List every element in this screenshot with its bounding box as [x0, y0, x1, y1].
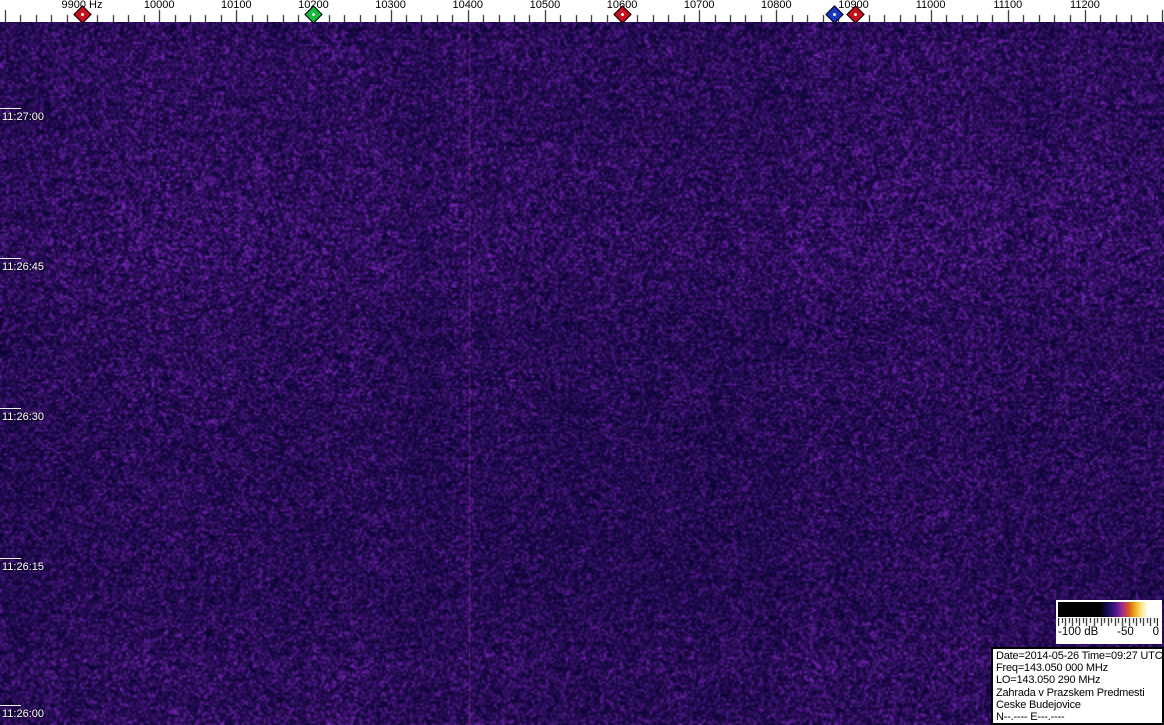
legend-max-label: 0 — [1153, 626, 1159, 639]
amplitude-gradient-bar — [1058, 602, 1159, 617]
time-label-11-27-00: 11:27:00 — [0, 108, 44, 123]
frequency-ruler[interactable]: 9900 Hz100001010010200103001040010500106… — [0, 0, 1164, 22]
time-label-11-26-00: 11:26:00 — [0, 705, 44, 720]
time-tick — [0, 705, 21, 706]
time-tick — [0, 258, 21, 259]
marker-center-dot — [853, 12, 857, 16]
time-label-text: 11:26:15 — [2, 561, 44, 573]
info-station-city: Ceske Budejovice — [996, 699, 1162, 711]
time-tick — [0, 408, 21, 409]
ruler-label-11000: 11000 — [916, 0, 946, 11]
frequency-ruler-ticks — [0, 0, 1164, 22]
ruler-label-10400: 10400 — [452, 0, 483, 11]
ruler-label-10000: 10000 — [144, 0, 175, 11]
time-label-11-26-45: 11:26:45 — [0, 258, 44, 273]
time-label-text: 11:26:45 — [2, 261, 44, 273]
legend-mid-label: -50 — [1117, 626, 1134, 639]
legend-min-label: -100 dB — [1058, 626, 1098, 639]
info-frequency: Freq=143.050 000 MHz — [996, 662, 1162, 674]
ruler-label-10500: 10500 — [530, 0, 561, 11]
info-lo-frequency: LO=143.050 290 MHz — [996, 674, 1162, 686]
ruler-label-10300: 10300 — [375, 0, 406, 11]
info-station-location: Zahrada v Prazskem Predmesti — [996, 687, 1162, 699]
marker-center-dot — [311, 12, 315, 16]
spectrum-waterfall-window: 9900 Hz100001010010200103001040010500106… — [0, 0, 1164, 725]
amplitude-legend: -100 dB -50 0 — [1056, 600, 1162, 644]
time-tick — [0, 108, 21, 109]
amplitude-legend-labels: -100 dB -50 0 — [1058, 626, 1159, 639]
time-label-text: 11:26:00 — [2, 708, 44, 720]
ruler-label-11200: 11200 — [1070, 0, 1100, 11]
marker-center-dot — [833, 12, 837, 16]
time-label-11-26-30: 11:26:30 — [0, 408, 44, 423]
ruler-label-10100: 10100 — [221, 0, 252, 11]
waterfall-display[interactable]: 11:27:00 11:26:45 11:26:30 11:26:15 11:26:00… — [0, 22, 1164, 725]
marker-center-dot — [80, 12, 84, 16]
station-info-box: Date=2014-05-26 Time=09:27 UTC Freq=143.… — [991, 647, 1164, 725]
waterfall-canvas — [0, 22, 1164, 725]
time-label-text: 11:26:30 — [2, 411, 44, 423]
time-label-11-26-15: 11:26:15 — [0, 558, 44, 573]
ruler-label-10800: 10800 — [761, 0, 792, 11]
ruler-label-11100: 11100 — [993, 0, 1022, 11]
marker-center-dot — [620, 12, 624, 16]
info-coordinates: N--.---- E---.---- — [996, 711, 1162, 723]
ruler-label-10700: 10700 — [684, 0, 715, 11]
time-tick — [0, 558, 21, 559]
info-date-time: Date=2014-05-26 Time=09:27 UTC — [996, 650, 1162, 662]
time-label-text: 11:27:00 — [2, 111, 44, 123]
amplitude-legend-ticks — [1058, 618, 1158, 626]
